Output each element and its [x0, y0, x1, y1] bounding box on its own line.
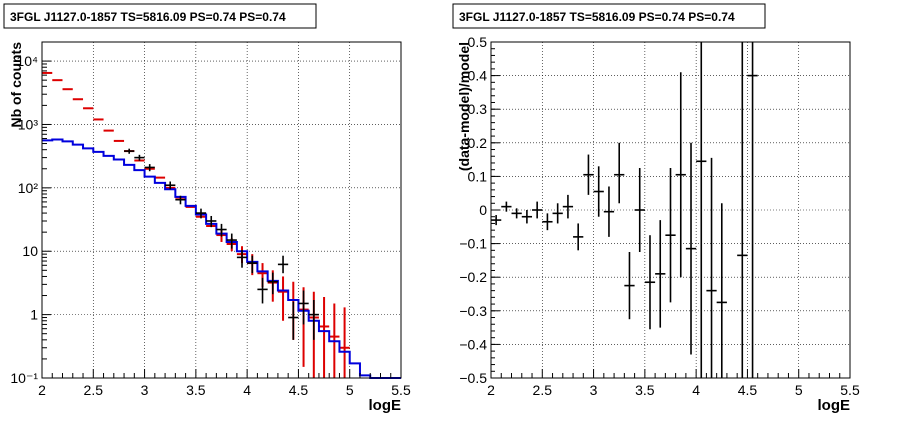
grid-lines: [42, 42, 401, 378]
y-tick-label: −0.5: [459, 370, 487, 386]
x-tick-label: 3: [141, 382, 149, 398]
x-tick-label: 3.5: [635, 382, 655, 398]
y-tick-label: 0.4: [468, 68, 488, 84]
x-tick-label: 4.5: [738, 382, 758, 398]
y-tick-label: 1: [30, 307, 38, 323]
x-tick-label: 5: [346, 382, 354, 398]
chart-title: 3FGL J1127.0-1857 TS=5816.09 PS=0.74 PS=…: [459, 10, 735, 24]
y-tick-label: −0.2: [459, 269, 487, 285]
chart-marks: [42, 71, 401, 379]
y-tick-label: 0.5: [468, 34, 488, 50]
model-step-line: [42, 138, 401, 379]
x-tick-label: 5: [795, 382, 803, 398]
x-tick-label: 5.5: [391, 382, 411, 398]
x-axis-label: logE: [818, 397, 851, 414]
title-box: [3, 3, 317, 29]
x-tick-label: 3: [590, 382, 598, 398]
chart-title: 3FGL J1127.0-1857 TS=5816.09 PS=0.74 PS=…: [10, 10, 286, 24]
y-tick-label: 0.2: [468, 135, 488, 151]
x-tick-label: 4.5: [289, 382, 309, 398]
series-group: [491, 42, 758, 378]
y-tick-label: 0: [479, 202, 487, 218]
series-group: [124, 148, 319, 340]
y-tick-label: 0.1: [468, 168, 488, 184]
x-tick-label: 2: [487, 382, 495, 398]
x-tick-label: 4: [243, 382, 251, 398]
counts-chart: 2 2.5 3 3.5 4 4.5 5 5.5 10⁻¹ 1 10 10² 10³ 10⁴ 3FGL J1…: [3, 3, 411, 414]
y-axis-label: Nb of counts: [8, 42, 24, 128]
x-axis-label: logE: [369, 397, 402, 414]
y-tick-label: −0.3: [459, 303, 487, 319]
y-tick-label: −0.4: [459, 336, 487, 352]
y-tick-label: −0.1: [459, 236, 487, 252]
y-axis-label-visible: (data-model)/model: [456, 42, 472, 171]
axis-ticks: 2 2.5 3 3.5 4 4.5 5 5.5 10⁻¹ 1 10 10² 10³ 10⁴: [10, 53, 411, 398]
y-tick-label: 10⁻¹: [10, 370, 38, 386]
x-tick-label: 5.5: [840, 382, 860, 398]
residuals-chart: 2 2.5 3 3.5 4 4.5 5 5.5 −0.5 −0.4 −0.3 −0.2 −0.1 0 0.1…: [449, 0, 898, 421]
y-tick-label: 10²: [18, 180, 39, 196]
chart-marks: [491, 42, 758, 378]
x-tick-label: 2: [38, 382, 46, 398]
y-tick-label: 0.3: [468, 101, 488, 117]
x-tick-label: 2.5: [84, 382, 104, 398]
x-tick-label: 4: [692, 382, 700, 398]
plot-frame: [41, 41, 402, 379]
y-tick-label: 10³: [18, 116, 39, 132]
x-tick-label: 3.5: [186, 382, 206, 398]
title-box: [452, 3, 766, 29]
axis-ticks: 2 2.5 3 3.5 4 4.5 5 5.5 −0.5 −0.4 −0.3 −0.2 −0.1 0 0.1…: [459, 34, 860, 398]
y-tick-label: 10⁴: [16, 53, 38, 69]
x-tick-label: 2.5: [533, 382, 553, 398]
y-tick-label: 10: [22, 243, 38, 259]
